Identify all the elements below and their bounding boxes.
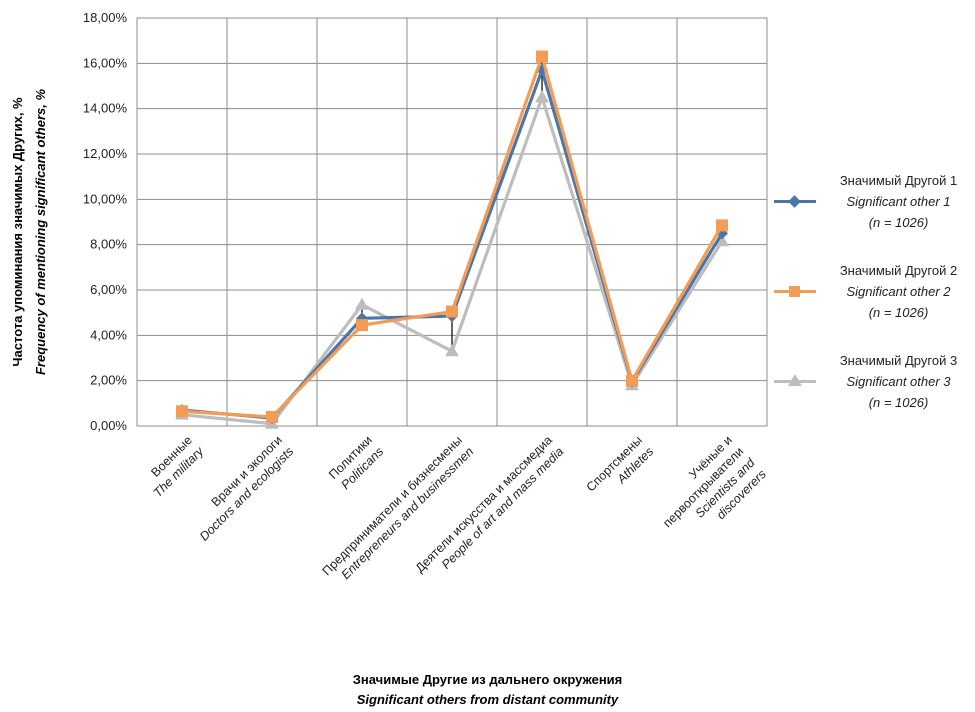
x-axis-label-ru: Значимые Другие из дальнего окружения [352, 672, 623, 687]
legend-n: (n = 1026) [868, 215, 929, 230]
y-tick-label: 16,00% [83, 55, 128, 70]
data-point [715, 234, 729, 247]
data-point [536, 50, 548, 63]
grid-lines [136, 17, 768, 427]
square-marker-icon [789, 286, 800, 297]
y-tick-label: 8,00% [90, 237, 127, 252]
y-tick-label: 6,00% [90, 282, 127, 297]
x-axis-label-en: Significant others from distant communit… [356, 692, 619, 707]
diamond-marker-icon [788, 195, 801, 208]
series-line-2 [181, 54, 724, 419]
legend-n: (n = 1026) [868, 395, 929, 410]
data-point [626, 374, 638, 387]
legend-text-2: Значимый Другой 2 Significant other 2 (n… [822, 260, 975, 323]
y-axis-label-en: Frequency of mentioning significant othe… [33, 89, 48, 375]
data-point [535, 90, 549, 103]
legend-name-ru: Значимый Другой 3 [839, 353, 958, 368]
y-tick-label: 12,00% [83, 146, 128, 161]
data-point [716, 219, 728, 232]
data-point [445, 344, 459, 357]
data-point [355, 297, 369, 310]
plot-area [136, 17, 768, 427]
y-axis-ticks: 0,00% 2,00% 4,00% 6,00% 8,00% 10,00% 12,00% 14,… [83, 10, 128, 433]
legend-name-en: Significant other 3 [846, 374, 951, 389]
y-axis-label-en-wrap: Frequency of mentioning significant othe… [33, 89, 48, 375]
data-point [356, 319, 368, 332]
y-tick-label: 4,00% [90, 327, 127, 342]
legend-n: (n = 1026) [868, 305, 929, 320]
data-point [176, 405, 188, 418]
triangle-marker-icon [788, 374, 802, 386]
legend-item-3: Значимый Другой 3 Significant other 3 (n… [770, 350, 975, 440]
x-category-line: Doctors and ecologists [197, 444, 296, 543]
legend-item-2: Значимый Другой 2 Significant other 2 (n… [770, 260, 975, 350]
legend: Значимый Другой 1 Significant other 1 (n… [770, 170, 975, 440]
y-tick-label: 0,00% [90, 418, 127, 433]
legend-name-ru: Значимый Другой 1 [839, 173, 958, 188]
y-tick-label: 2,00% [90, 373, 127, 388]
y-axis-label-ru: Частота упоминания значимых Других, % [10, 97, 25, 367]
y-tick-label: 18,00% [83, 10, 128, 25]
legend-text-3: Значимый Другой 3 Significant other 3 (n… [822, 350, 975, 413]
series-line-3 [181, 95, 724, 426]
legend-text-1: Значимый Другой 1 Significant other 1 (n… [822, 170, 975, 233]
legend-name-en: Significant other 2 [846, 284, 951, 299]
y-tick-label: 14,00% [83, 101, 128, 116]
data-point [446, 305, 458, 318]
y-tick-label: 10,00% [83, 191, 128, 206]
legend-name-ru: Значимый Другой 2 [839, 263, 958, 278]
legend-name-en: Significant other 1 [846, 194, 951, 209]
series-lines [175, 50, 729, 429]
y-axis-label: Частота упоминания значимых Других, % [10, 97, 25, 367]
data-point [266, 410, 278, 423]
legend-item-1: Значимый Другой 1 Significant other 1 (n… [770, 170, 975, 260]
